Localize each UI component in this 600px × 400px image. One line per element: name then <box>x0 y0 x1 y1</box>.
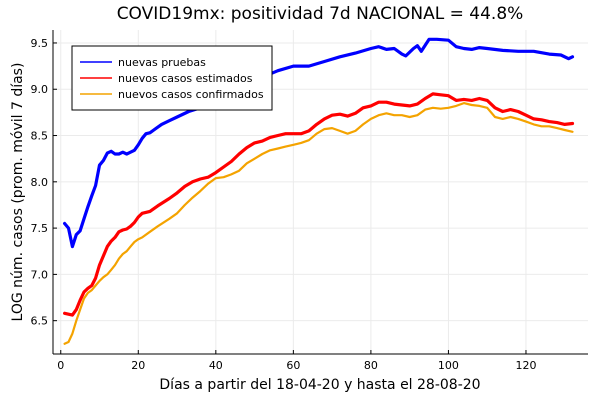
y-tick-label: 9.5 <box>31 37 49 50</box>
chart-title: COVID19mx: positividad 7d NACIONAL = 44.… <box>117 4 524 24</box>
x-tick-label: 0 <box>57 359 64 372</box>
x-tick-label: 100 <box>438 359 459 372</box>
y-tick-label: 7.0 <box>31 268 49 281</box>
axes <box>52 30 588 355</box>
x-tick-label: 80 <box>364 359 378 372</box>
x-tick-label: 20 <box>131 359 145 372</box>
x-tick-label: 120 <box>515 359 536 372</box>
legend-label-nuevas-pruebas: nuevas pruebas <box>118 56 206 69</box>
legend-label-nuevos-casos-confirmados: nuevos casos confirmados <box>118 88 264 101</box>
axis-ticks: 0 20 40 60 80 100 120 6.5 7.0 7.5 8.0 8.5 9.0 9.5 <box>31 37 537 372</box>
series-line-nuevos-casos-confirmados <box>63 101 574 345</box>
y-tick-label: 6.5 <box>31 315 49 328</box>
y-tick-label: 9.0 <box>31 83 49 96</box>
y-tick-label: 7.5 <box>31 222 49 235</box>
y-tick-label: 8.0 <box>31 176 49 189</box>
y-tick-label: 8.5 <box>31 130 49 143</box>
x-axis-label: Días a partir del 18-04-20 y hasta el 28… <box>159 377 480 393</box>
legend-label-nuevos-casos-estimados: nuevos casos estimados <box>118 72 253 85</box>
series-line-nuevos-casos-estimados <box>62 92 575 317</box>
y-axis-label: LOG núm. casos (prom. móvil 7 días) <box>10 63 26 322</box>
x-tick-label: 40 <box>209 359 223 372</box>
legend: nuevas pruebas nuevos casos estimados nu… <box>71 45 273 111</box>
x-tick-label: 60 <box>286 359 300 372</box>
